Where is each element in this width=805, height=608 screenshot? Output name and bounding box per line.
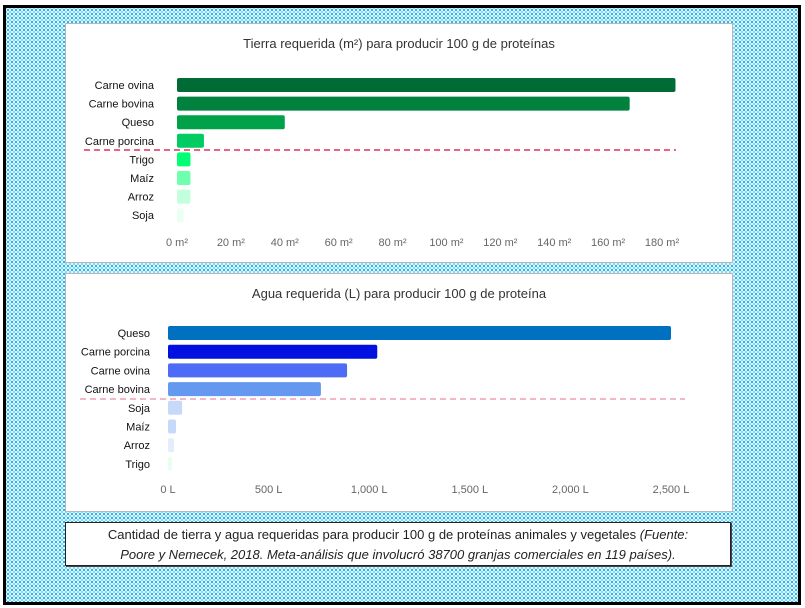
water-tick-label: 1,500 L [451,484,488,496]
land-tick-label: 20 m² [217,237,245,249]
land-tick-label: 140 m² [537,237,572,249]
water-tick-label: 0 L [160,484,175,496]
water-tick-label: 1,000 L [351,484,388,496]
water-category-label: Carne bovina [85,384,151,396]
water-category-label: Arroz [124,440,150,452]
land-tick-label: 120 m² [483,237,518,249]
water-category-label: Queso [118,328,150,340]
water-tick-label: 2,500 L [653,484,690,496]
water-tick-label: 2,000 L [552,484,589,496]
land-tick-label: 80 m² [378,237,406,249]
land-tick-label: 160 m² [591,237,626,249]
land-bar-carne-bovina [177,96,630,111]
water-bar-trigo [168,456,173,471]
water-category-label: Maíz [126,422,150,434]
water-bar-carne-bovina [168,382,321,397]
land-chart-panel: Tierra requerida (m²) para producir 100 … [65,23,733,263]
water-bar-soja [168,400,183,415]
land-bar-trigo [177,152,191,167]
water-bar-queso [168,326,671,340]
water-tick-label: 500 L [255,484,283,496]
land-category-label: Carne porcina [85,136,155,148]
water-category-label: Soja [128,403,151,415]
land-category-label: Soja [132,210,155,222]
water-chart-title: Agua requerida (L) para producir 100 g d… [252,286,547,301]
land-tick-label: 100 m² [429,237,464,249]
water-chart-panel: Agua requerida (L) para producir 100 g d… [65,273,733,512]
water-chart: Agua requerida (L) para producir 100 g d… [80,286,690,496]
land-category-label: Maíz [130,173,154,185]
land-bar-queso [177,115,285,130]
caption-text: Cantidad de tierra y agua requeridas par… [107,527,640,542]
land-category-label: Carne ovina [95,80,155,92]
water-bar-maíz [168,419,177,434]
water-bar-carne-porcina [168,344,378,359]
land-bar-maíz [177,171,191,185]
water-category-label: Carne porcina [81,347,151,359]
land-tick-label: 180 m² [645,237,680,249]
land-tick-label: 40 m² [271,237,299,249]
land-tick-label: 0 m² [166,237,188,249]
caption-source-1: (Fuente: [639,527,689,542]
land-category-label: Queso [122,117,154,129]
land-tick-label: 60 m² [325,237,353,249]
figure-caption: Cantidad de tierra y agua requeridas par… [65,522,731,566]
water-bar-arroz [168,438,175,453]
land-category-label: Arroz [128,192,154,204]
caption-source-2: Poore y Nemecek, 2018. Meta-análisis que… [120,547,676,562]
land-bar-soja [177,208,184,223]
water-category-label: Trigo [125,459,150,471]
water-category-label: Carne ovina [91,365,151,377]
land-chart: Tierra requerida (m²) para producir 100 … [84,36,680,249]
land-chart-title: Tierra requerida (m²) para producir 100 … [243,36,555,51]
land-bar-carne-ovina [177,78,676,92]
land-category-label: Trigo [129,154,154,166]
land-bar-arroz [177,189,191,204]
land-category-label: Carne bovina [89,99,155,111]
land-bar-carne-porcina [177,133,204,148]
water-bar-carne-ovina [168,363,348,378]
